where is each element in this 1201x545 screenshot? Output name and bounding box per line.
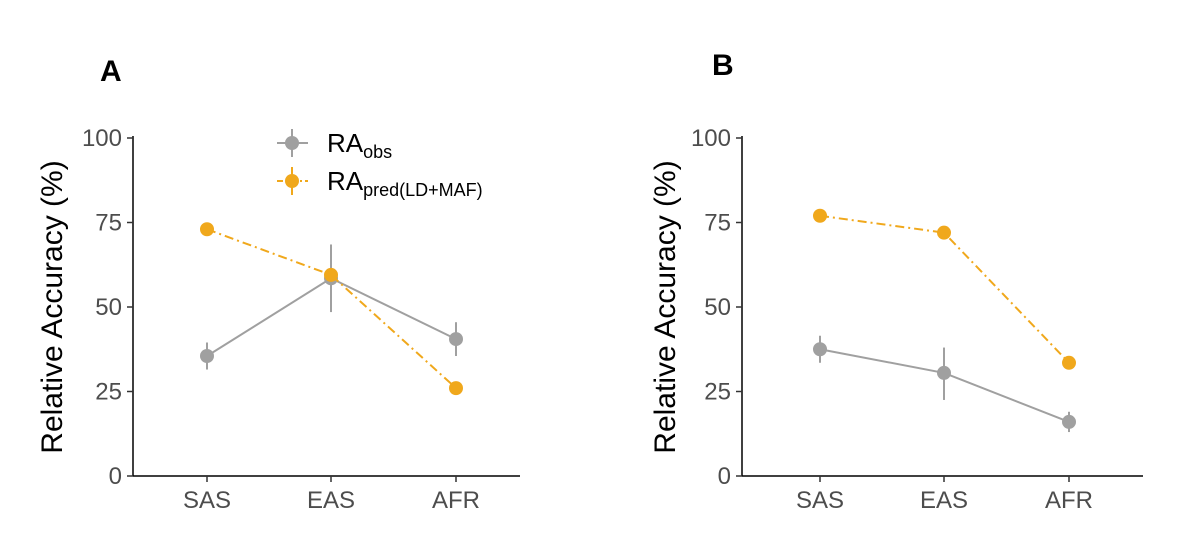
x-tick-label: EAS: [307, 487, 355, 514]
data-point: [813, 208, 827, 223]
legend-label-main: RA: [327, 166, 364, 196]
series-line: [819, 214, 1070, 364]
data-point: [937, 225, 951, 240]
y-tick-label: 100: [691, 125, 731, 152]
y-tick-label: 50: [704, 294, 731, 321]
legend-label-main: RA: [327, 128, 364, 158]
y-tick-label: 0: [109, 463, 122, 490]
y-tick-label: 100: [82, 125, 122, 152]
data-point: [449, 381, 463, 396]
y-tick-label: 0: [718, 463, 731, 490]
y-tick-label: 50: [95, 294, 122, 321]
y-tick-label: 75: [95, 210, 122, 237]
x-tick-label: SAS: [796, 487, 844, 514]
y-tick-label: 75: [704, 210, 731, 237]
series-obs: [200, 244, 463, 370]
series-obs: [813, 335, 1076, 433]
data-point: [200, 222, 214, 237]
data-point: [813, 342, 827, 357]
data-point: [200, 349, 214, 364]
chart-panel-a: A 0 25 50 75 100 SAS EAS AFR Relative Accuracy (%…: [36, 55, 520, 514]
x-tick-label: AFR: [432, 487, 480, 514]
data-point: [449, 332, 463, 347]
y-tick-label: 25: [704, 379, 731, 406]
legend-marker: [285, 174, 299, 188]
data-point: [937, 365, 951, 380]
series-pred-ld-maf: [200, 222, 463, 396]
legend-label: RApred(LD+MAF): [327, 166, 483, 200]
legend-marker: [285, 136, 299, 150]
x-tick-label: AFR: [1045, 487, 1093, 514]
x-tick-label: EAS: [920, 487, 968, 514]
legend-label-subscript: pred(LD+MAF): [363, 180, 483, 200]
series-line: [206, 228, 457, 389]
y-axis-title: Relative Accuracy (%): [649, 160, 682, 453]
panel-label: B: [712, 49, 734, 82]
series-pred-ld-maf: [813, 208, 1076, 370]
data-point: [324, 267, 338, 282]
chart-panel-b: B 0 25 50 75 100 SAS EAS AFR Relative Accuracy (%…: [649, 49, 1143, 514]
data-point: [1062, 414, 1076, 429]
legend-label: RAobs: [327, 128, 392, 162]
x-tick-label: SAS: [183, 487, 231, 514]
y-tick-label: 25: [95, 379, 122, 406]
data-point: [1062, 355, 1076, 370]
panel-label: A: [100, 55, 122, 88]
y-axis-title: Relative Accuracy (%): [36, 160, 69, 453]
legend-label-subscript: obs: [363, 142, 392, 162]
